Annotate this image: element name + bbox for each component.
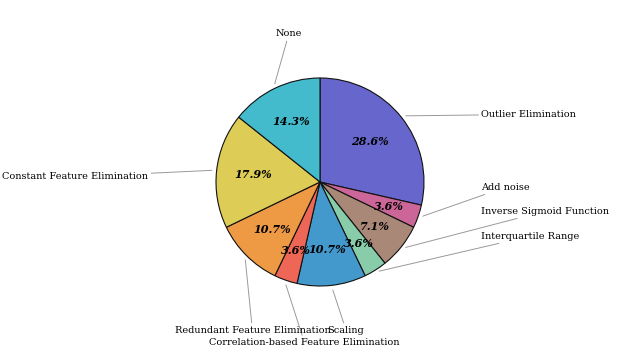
Text: Interquartile Range: Interquartile Range bbox=[380, 232, 579, 271]
Text: Add noise: Add noise bbox=[423, 183, 530, 216]
Wedge shape bbox=[320, 182, 413, 263]
Wedge shape bbox=[216, 117, 320, 227]
Wedge shape bbox=[320, 182, 385, 276]
Text: 10.7%: 10.7% bbox=[253, 224, 291, 236]
Text: 7.1%: 7.1% bbox=[360, 221, 390, 232]
Text: 10.7%: 10.7% bbox=[308, 244, 346, 255]
Text: 3.6%: 3.6% bbox=[374, 201, 404, 211]
Text: Scaling: Scaling bbox=[328, 290, 364, 335]
Text: Constant Feature Elimination: Constant Feature Elimination bbox=[3, 170, 212, 181]
Text: Outlier Elimination: Outlier Elimination bbox=[406, 110, 576, 119]
Text: Redundant Feature Elimination: Redundant Feature Elimination bbox=[175, 260, 330, 335]
Text: 28.6%: 28.6% bbox=[351, 136, 389, 147]
Text: 17.9%: 17.9% bbox=[234, 169, 272, 180]
Wedge shape bbox=[320, 182, 421, 227]
Wedge shape bbox=[297, 182, 365, 286]
Text: Correlation-based Feature Elimination: Correlation-based Feature Elimination bbox=[209, 285, 399, 347]
Text: 14.3%: 14.3% bbox=[272, 116, 310, 127]
Text: 3.6%: 3.6% bbox=[281, 245, 311, 256]
Wedge shape bbox=[320, 78, 424, 205]
Text: 3.6%: 3.6% bbox=[344, 238, 374, 249]
Text: Inverse Sigmoid Function: Inverse Sigmoid Function bbox=[406, 207, 609, 248]
Wedge shape bbox=[275, 182, 320, 284]
Text: None: None bbox=[275, 29, 302, 84]
Wedge shape bbox=[239, 78, 320, 182]
Wedge shape bbox=[227, 182, 320, 276]
